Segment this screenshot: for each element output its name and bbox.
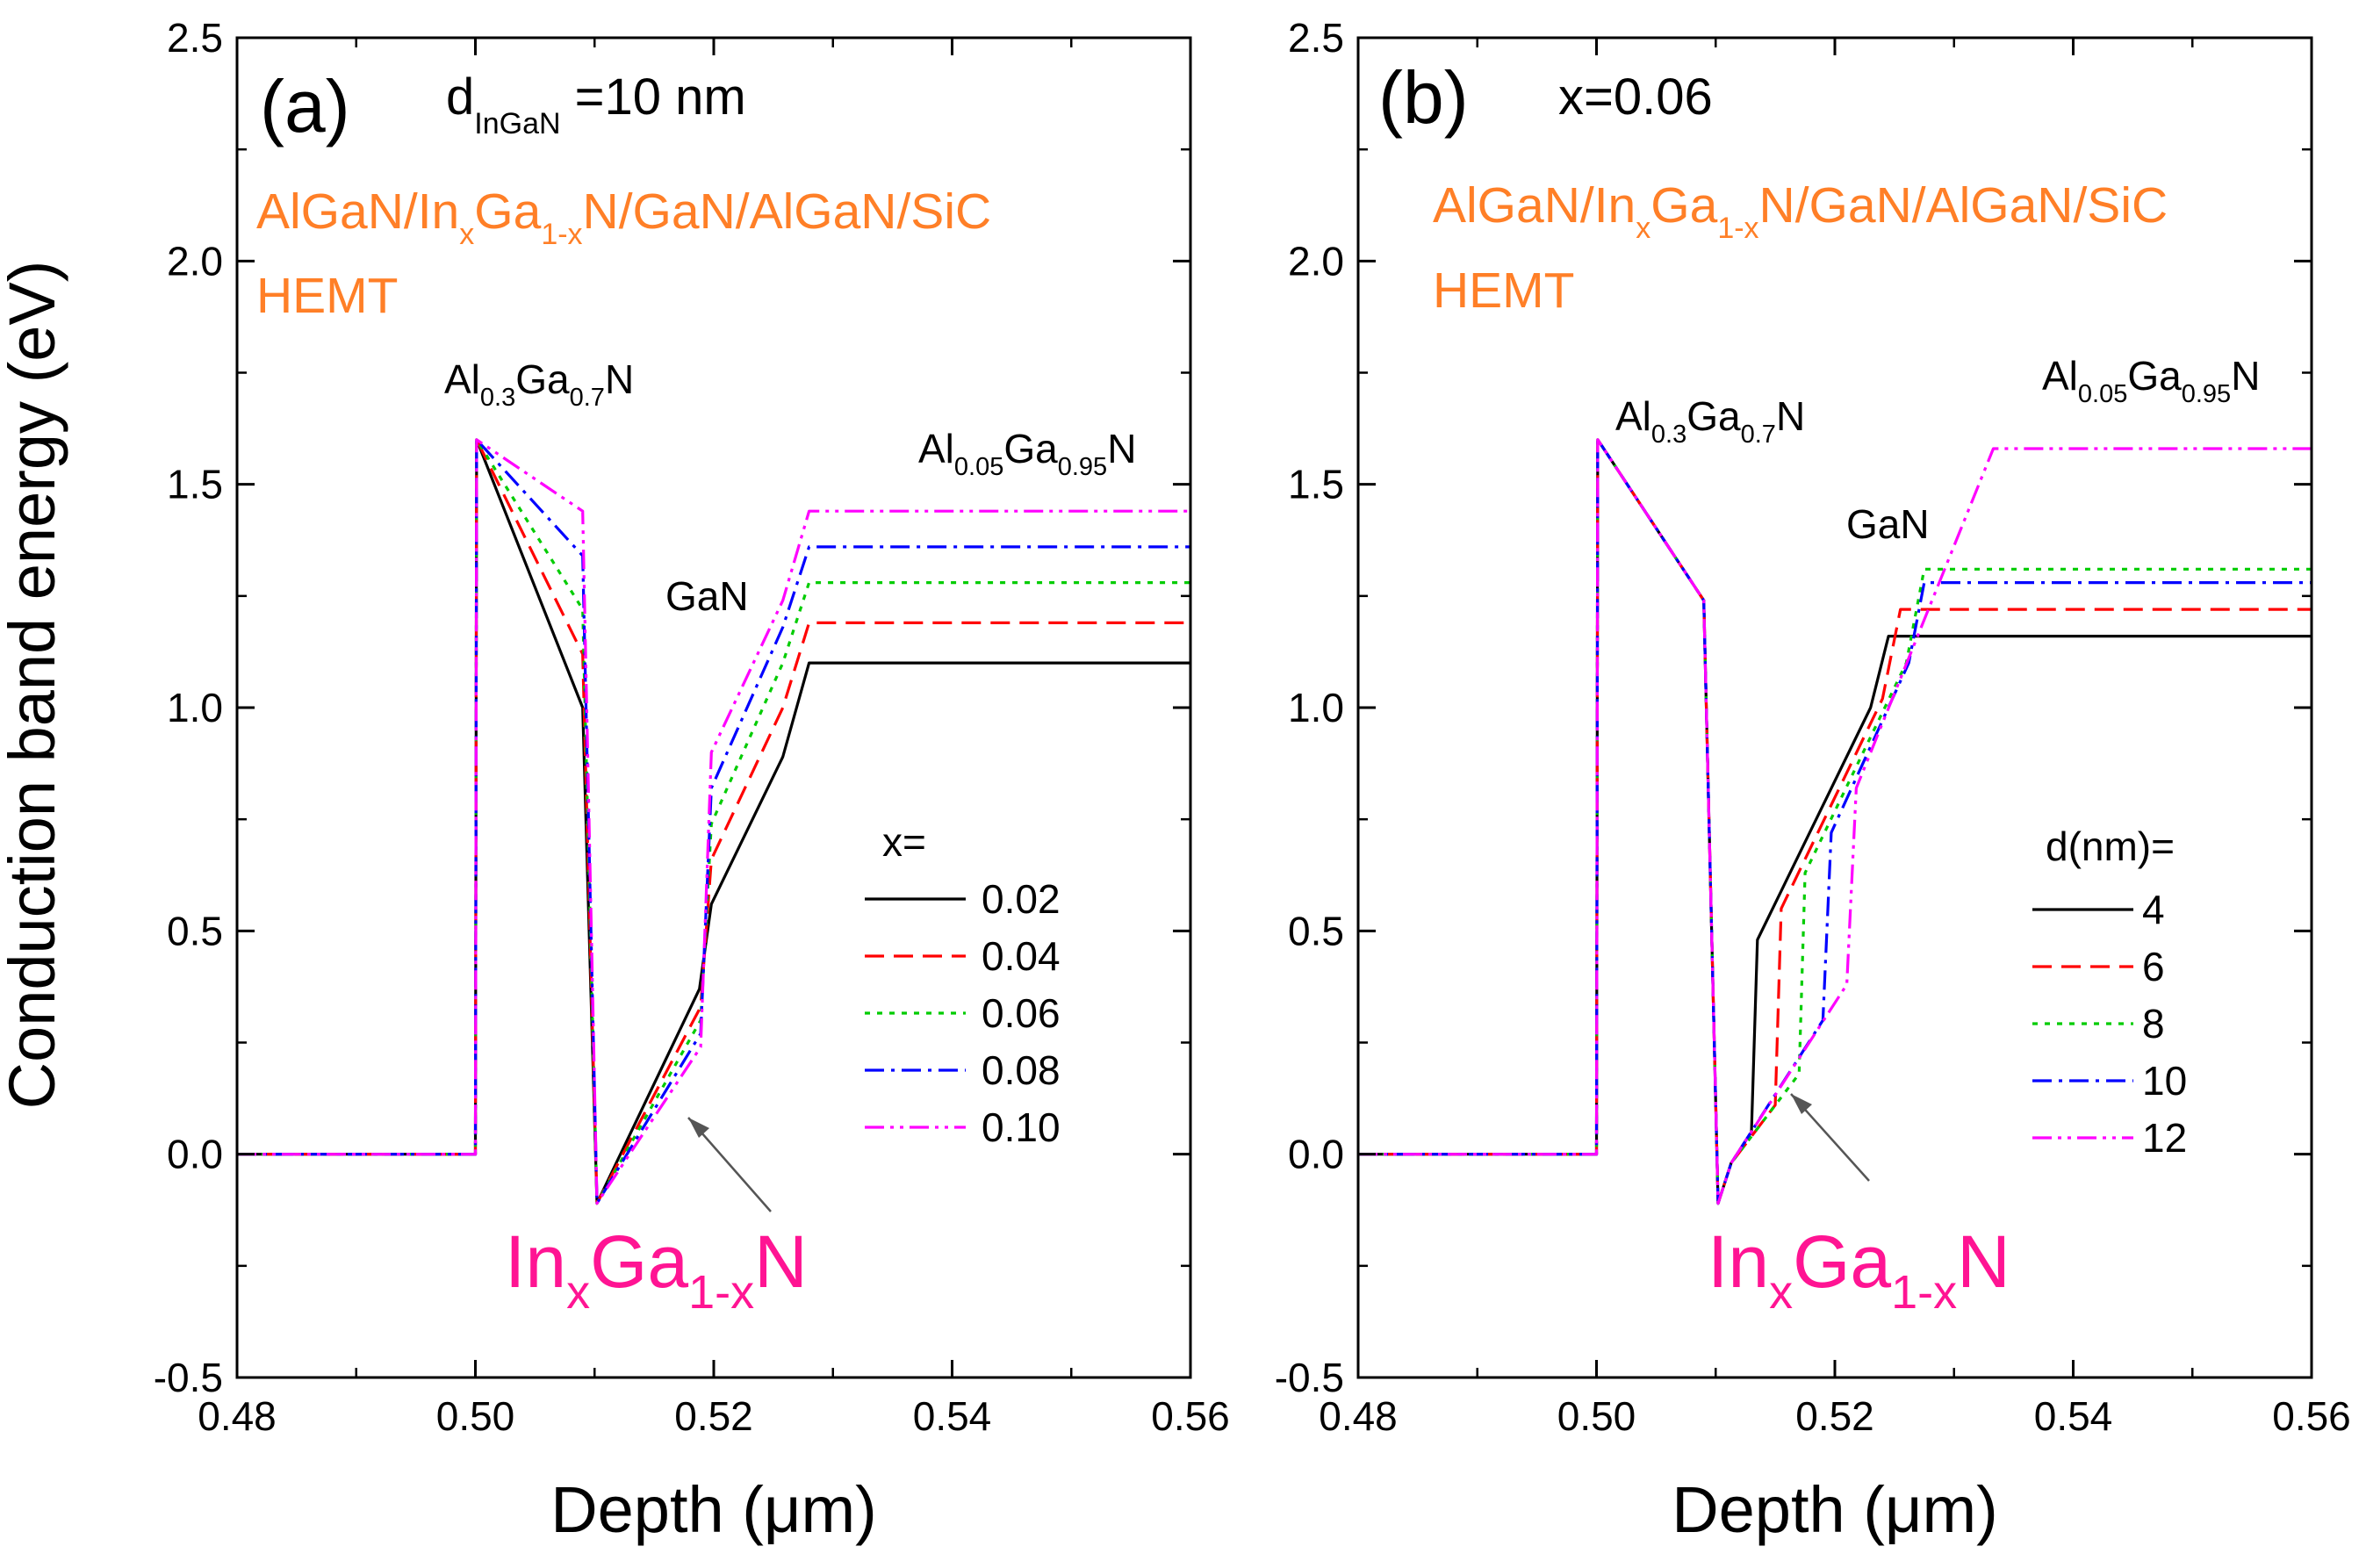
gan-label: GaN [1846,501,1930,547]
x-tick-label: 0.56 [1151,1393,1230,1439]
barrier-label: Al0.3Ga0.7N [444,356,634,412]
hemt-label: HEMT [256,268,398,324]
legend: x= 0.02 0.04 0.06 0.08 0.10 [865,819,1061,1150]
y-tick-label: 0.0 [1288,1132,1344,1177]
ingan-arrow-head [1791,1094,1812,1114]
buffer-label: Al0.05Ga0.95N [2042,353,2260,408]
legend-label-1: 0.02 [982,876,1061,922]
series-layer [237,438,1190,1205]
legend-label-2: 6 [2142,944,2165,989]
barrier-label: Al0.3Ga0.7N [1615,393,1805,449]
plot-frame [1356,36,2313,1379]
y-tick-label: 0.5 [167,908,223,953]
legend-title: x= [882,819,926,865]
series-line-2 [1358,438,2312,1205]
legend-label-5: 12 [2142,1115,2187,1161]
x-tick-label: 0.52 [674,1393,753,1439]
series-line-4 [1358,438,2312,1205]
y-tick-label: 1.0 [1288,685,1344,730]
panel-b: 0.48 0.50 0.52 0.54 0.56 -0.5 0.0 0.5 1.0 1.5 2.0 2… [1275,15,2351,1546]
y-tick-label: 0.0 [167,1132,223,1177]
y-tick-label: 2.5 [167,15,223,61]
legend-label-1: 4 [2142,887,2165,932]
panel-label: (a) [260,65,350,147]
x-tick-label: 0.48 [198,1393,277,1439]
param-label: x=0.06 [1558,68,1713,126]
buffer-label: Al0.05Ga0.95N [918,426,1136,481]
x-tick-label: 0.56 [2272,1393,2351,1439]
ingan-label: InxGa1-xN [505,1220,808,1319]
legend-label-2: 0.04 [982,933,1061,979]
y-tick-label: -0.5 [154,1355,223,1400]
legend-label-5: 0.10 [982,1104,1061,1150]
x-tick-label: 0.54 [2034,1393,2113,1439]
ingan-arrow-head [688,1118,709,1138]
ingan-label: InxGa1-xN [1708,1220,2010,1319]
y-tick-label: 1.0 [167,685,223,730]
legend-label-4: 10 [2142,1058,2187,1104]
structure-label: AlGaN/InxGa1-xN/GaN/AlGaN/SiC [1433,177,2168,245]
series-line-3 [237,438,1190,1205]
panel-a: 0.48 0.50 0.52 0.54 0.56 -0.5 0.0 0.5 1.0 1.5 2.0 2… [154,15,1230,1546]
x-tick-label: 0.52 [1795,1393,1874,1439]
legend: d(nm)= 4 6 8 10 12 [2032,824,2187,1161]
x-tick-label: 0.48 [1319,1393,1398,1439]
gan-label: GaN [665,573,749,619]
y-tick-label: 0.5 [1288,908,1344,953]
legend-label-4: 0.08 [982,1047,1061,1093]
y-tick-label: 2.0 [1288,238,1344,284]
y-tick-label: -0.5 [1275,1355,1344,1400]
x-axis-label: Depth (μm) [1672,1473,1998,1546]
legend-label-3: 8 [2142,1001,2165,1047]
structure-label: AlGaN/InxGa1-xN/GaN/AlGaN/SiC [256,183,991,251]
y-tick-label: 1.5 [1288,462,1344,507]
y-axis-label: Conduction band energy (eV) [0,261,68,1110]
legend-title: d(nm)= [2046,824,2175,869]
series-line-5 [1358,438,2312,1205]
param-label: dInGaN =10 nm [446,68,746,140]
y-tick-label: 1.5 [167,462,223,507]
hemt-label: HEMT [1433,263,1574,319]
x-tick-label: 0.54 [913,1393,992,1439]
x-tick-label: 0.50 [436,1393,515,1439]
y-tick-label: 2.5 [1288,15,1344,61]
x-tick-label: 0.50 [1557,1393,1636,1439]
x-axis-label: Depth (μm) [550,1473,877,1546]
legend-label-3: 0.06 [982,990,1061,1036]
series-line-5 [237,438,1190,1205]
series-layer [1358,438,2312,1205]
panel-label: (b) [1378,56,1469,139]
y-tick-label: 2.0 [167,238,223,284]
